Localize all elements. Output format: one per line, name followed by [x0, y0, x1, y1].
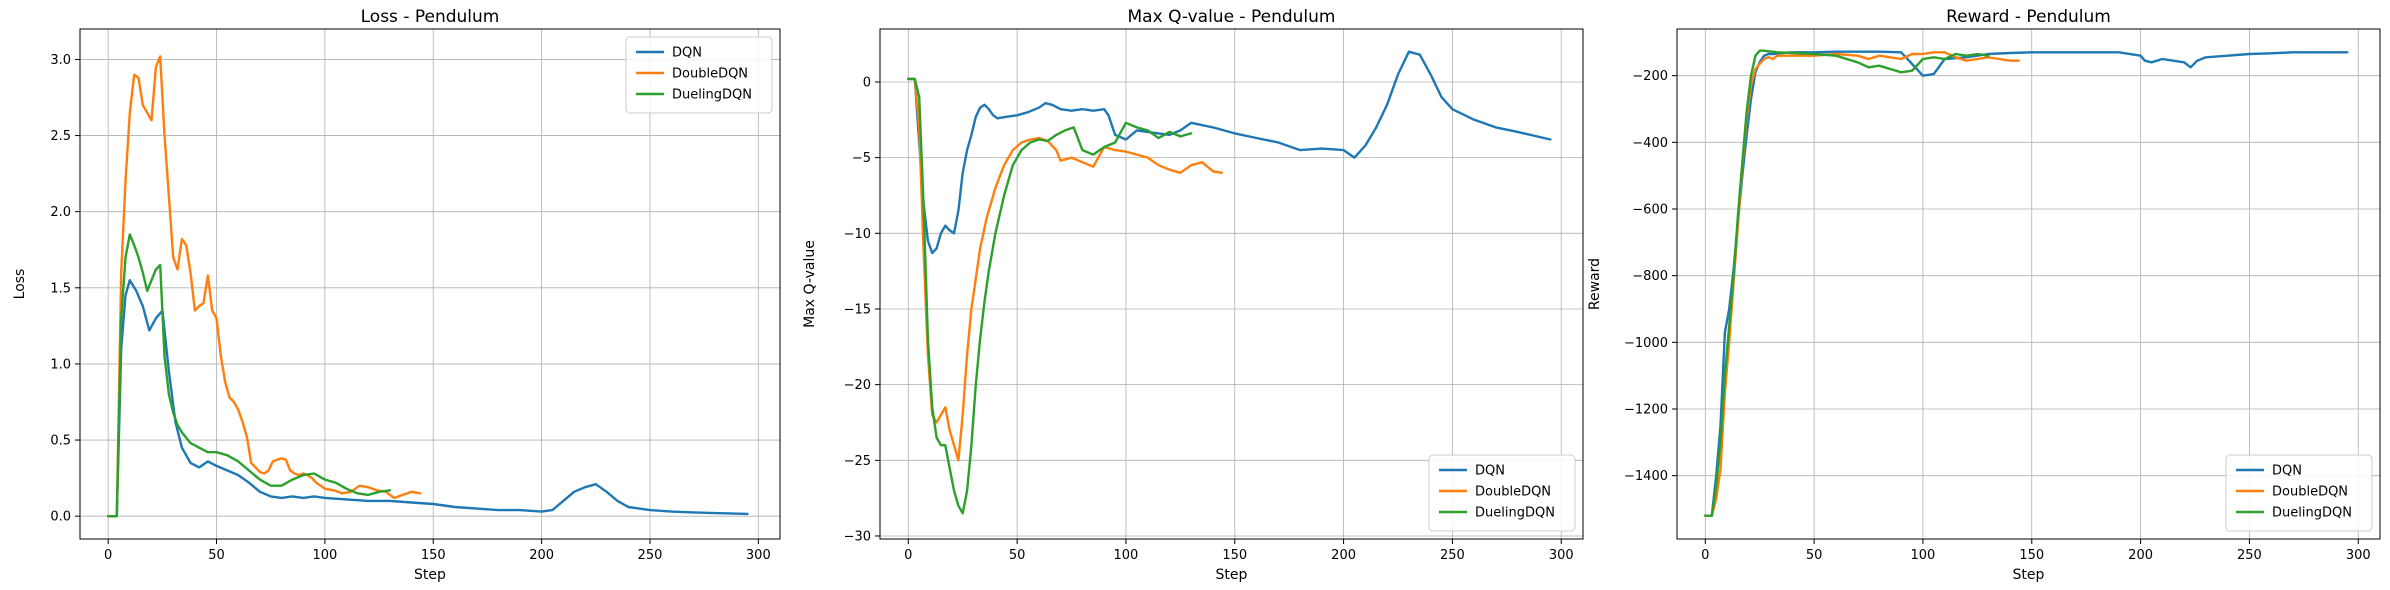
series-line-doubledqn [907, 77, 1223, 462]
x-tick-label: 0 [904, 548, 912, 563]
y-tick-label: −1000 [1624, 336, 1668, 351]
legend-label-duelingdqn: DuelingDQN [2272, 506, 2352, 521]
legend: DQN DoubleDQN DuelingDQN [2225, 454, 2373, 532]
y-tick-label: −20 [844, 378, 871, 393]
legend-label-duelingdqn: DuelingDQN [1475, 506, 1555, 521]
y-tick-label: 1.5 [50, 281, 71, 296]
maxq-subplot: 0 50 100 150 200 250 300 −30 −25 −20 −15 −10 −5 0 Max … [802, 7, 1584, 583]
axes-frame [79, 28, 781, 540]
y-tick-label: 2.5 [50, 129, 71, 144]
chart-title: Reward - Pendulum [1946, 7, 2111, 27]
x-tick-label: 300 [746, 548, 771, 563]
x-tick-label: 150 [421, 548, 446, 563]
legend-label-doubledqn: DoubleDQN [672, 67, 748, 82]
x-tick-label: 150 [1222, 548, 1247, 563]
y-tick-label: −800 [1632, 269, 1668, 284]
y-tick-label: −1200 [1624, 403, 1668, 418]
loss-subplot: 0 50 100 150 200 250 300 0.0 0.5 1.0 1.5 2.0 2.5 3.0 L… [12, 7, 781, 583]
y-axis-label: Max Q-value [802, 240, 818, 328]
x-tick-label: 150 [2019, 548, 2044, 563]
axes-frame [879, 28, 1584, 540]
x-tick-label: 200 [529, 548, 554, 563]
legend-label-dqn: DQN [2272, 464, 2302, 479]
series-line-duelingdqn [907, 77, 1193, 515]
legend: DQN DoubleDQN DuelingDQN [625, 36, 773, 114]
x-tick-label: 100 [1911, 548, 1936, 563]
y-tick-label: −15 [844, 302, 871, 317]
y-tick-label: 0.5 [50, 434, 71, 449]
x-axis-label: Step [2013, 567, 2045, 583]
x-tick-label: 300 [2346, 548, 2371, 563]
x-tick-label: 0 [1701, 548, 1709, 563]
reward-subplot: 0 50 100 150 200 250 300 −1400 −1200 −1000 −800 −60… [1587, 7, 2381, 583]
x-tick-label: 250 [2237, 548, 2262, 563]
series-line-dqn [106, 279, 749, 518]
y-tick-label: 2.0 [50, 205, 71, 220]
y-tick-label: −200 [1632, 69, 1668, 84]
y-axis-label: Reward [1587, 258, 1603, 310]
legend-label-doubledqn: DoubleDQN [1475, 485, 1551, 500]
x-tick-label: 250 [638, 548, 663, 563]
x-tick-label: 250 [1440, 548, 1465, 563]
y-axis-label: Loss [12, 269, 28, 300]
axes-frame [1676, 28, 2381, 540]
y-tick-label: −1400 [1624, 469, 1668, 484]
y-tick-label: −25 [844, 454, 871, 469]
y-tick-label: −10 [844, 227, 871, 242]
x-tick-label: 100 [1114, 548, 1139, 563]
legend-label-dqn: DQN [672, 46, 702, 61]
x-tick-label: 50 [1009, 548, 1026, 563]
y-tick-label: 0.0 [50, 510, 71, 525]
x-tick-label: 50 [1806, 548, 1823, 563]
x-tick-label: 50 [208, 548, 225, 563]
series-line-duelingdqn [106, 233, 392, 518]
y-tick-label: −600 [1632, 203, 1668, 218]
y-tick-label: 0 [863, 75, 871, 90]
y-tick-label: 1.0 [50, 357, 71, 372]
x-axis-label: Step [414, 567, 446, 583]
x-tick-label: 200 [1331, 548, 1356, 563]
legend: DQN DoubleDQN DuelingDQN [1428, 454, 1576, 532]
series-line-duelingdqn [1704, 49, 1990, 517]
legend-label-dqn: DQN [1475, 464, 1505, 479]
y-tick-label: −30 [844, 529, 871, 544]
legend-label-duelingdqn: DuelingDQN [672, 88, 752, 103]
series-line-dqn [907, 50, 1552, 255]
chart-title: Loss - Pendulum [361, 7, 500, 27]
y-tick-label: −5 [852, 151, 871, 166]
x-tick-label: 300 [1549, 548, 1574, 563]
chart-title: Max Q-value - Pendulum [1128, 7, 1336, 27]
legend-label-doubledqn: DoubleDQN [2272, 485, 2348, 500]
x-tick-label: 0 [104, 548, 112, 563]
x-axis-label: Step [1216, 567, 1248, 583]
series-line-doubledqn [1704, 51, 2020, 517]
x-tick-label: 200 [2128, 548, 2153, 563]
series-line-doubledqn [106, 55, 422, 518]
series-line-dqn [1704, 50, 2349, 517]
x-tick-label: 100 [312, 548, 337, 563]
y-tick-label: −400 [1632, 136, 1668, 151]
y-tick-label: 3.0 [50, 53, 71, 68]
